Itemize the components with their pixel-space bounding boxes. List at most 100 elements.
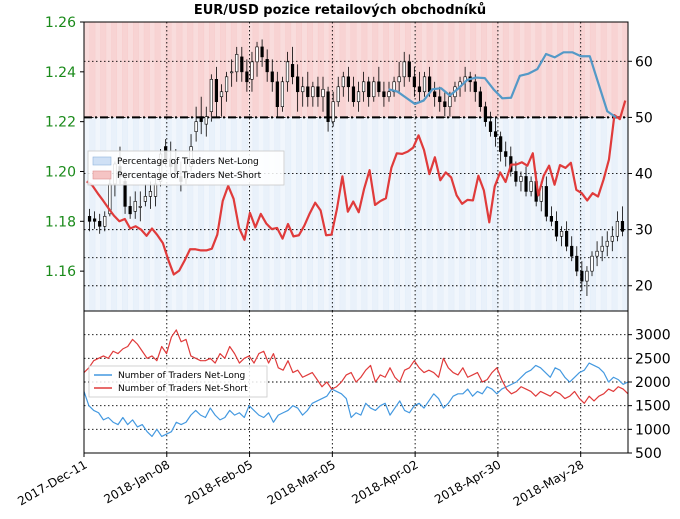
right-tick-label: 1500 bbox=[635, 399, 671, 415]
right-tick-label: 50 bbox=[635, 110, 653, 126]
short-fill-bar bbox=[334, 22, 341, 118]
candle-body bbox=[499, 136, 503, 152]
short-fill-bar bbox=[339, 22, 346, 118]
short-fill-bar bbox=[160, 22, 166, 118]
legend-label-short: Number of Traders Net-Short bbox=[118, 384, 248, 394]
left-tick-label: 1.16 bbox=[45, 264, 76, 280]
right-tick-label: 40 bbox=[635, 167, 653, 183]
short-fill-bar bbox=[105, 22, 112, 118]
legend-swatch-short bbox=[92, 170, 112, 180]
long-fill-bar bbox=[132, 117, 139, 312]
short-fill-bar bbox=[209, 22, 215, 118]
candle-body bbox=[245, 71, 249, 83]
long-fill-bar bbox=[519, 117, 526, 312]
legend-box bbox=[88, 365, 268, 398]
candle-body bbox=[138, 206, 142, 208]
long-fill-bar bbox=[448, 117, 455, 312]
short-fill-bar bbox=[111, 22, 118, 118]
candle-body bbox=[519, 176, 523, 182]
candle-body bbox=[336, 86, 340, 103]
candle-body bbox=[103, 216, 107, 227]
candle-body bbox=[412, 76, 416, 88]
long-fill-bar bbox=[160, 117, 166, 312]
short-fill-bar bbox=[448, 22, 455, 118]
legend-label-long: Percentage of Traders Net-Long bbox=[117, 157, 259, 167]
long-fill-bar bbox=[573, 117, 580, 312]
candle-body bbox=[204, 116, 208, 125]
short-fill-bar bbox=[258, 22, 264, 118]
short-fill-bar bbox=[192, 22, 199, 118]
candle-body bbox=[235, 54, 239, 73]
candle-body bbox=[321, 88, 325, 98]
candle-body bbox=[605, 240, 609, 247]
short-fill-bar bbox=[573, 22, 580, 118]
x-axis: 2017-Dec-11 2018-Jan-08 2018-Feb-05 2018-Ma… bbox=[15, 453, 586, 509]
long-fill-bar bbox=[154, 117, 161, 312]
candle-body bbox=[255, 46, 259, 63]
short-fill-bar bbox=[540, 22, 547, 118]
short-fill-bar bbox=[149, 22, 156, 118]
right-tick-label: 500 bbox=[635, 446, 662, 462]
short-fill-bar bbox=[394, 22, 400, 118]
right-tick-label: 2500 bbox=[635, 351, 671, 367]
candle-body bbox=[559, 230, 564, 237]
candle-body bbox=[575, 255, 579, 272]
candle-body bbox=[362, 81, 366, 93]
candle-body bbox=[148, 191, 153, 197]
candle-body bbox=[554, 221, 559, 237]
short-fill-bar bbox=[432, 22, 438, 118]
candle-body bbox=[285, 61, 290, 83]
long-fill-bar bbox=[606, 117, 613, 312]
candle-body bbox=[153, 183, 158, 197]
short-fill-bar bbox=[84, 22, 90, 118]
long-fill-bar bbox=[622, 117, 629, 312]
candle-body bbox=[600, 245, 604, 252]
long-fill-bar bbox=[100, 117, 107, 312]
long-fill-bar bbox=[192, 117, 199, 312]
candle-body bbox=[93, 218, 97, 222]
candle-body bbox=[585, 270, 589, 282]
short-fill-bar bbox=[116, 22, 123, 118]
short-fill-bar bbox=[279, 22, 286, 118]
short-fill-bar bbox=[165, 22, 172, 118]
long-fill-bar bbox=[328, 117, 335, 312]
x-tick-label: 2017-Dec-11 bbox=[15, 457, 89, 508]
long-fill-bar bbox=[562, 117, 569, 312]
candle-body bbox=[209, 79, 213, 112]
long-fill-bar bbox=[579, 117, 585, 312]
short-fill-bar bbox=[475, 22, 482, 118]
long-fill-bar bbox=[143, 117, 150, 312]
candle-body bbox=[316, 86, 320, 98]
candle-body bbox=[483, 106, 488, 122]
short-fill-bar bbox=[584, 22, 591, 118]
legend-swatch-long bbox=[92, 156, 112, 166]
candle-body bbox=[443, 101, 447, 108]
candle-body bbox=[549, 216, 554, 222]
long-fill-bar bbox=[481, 117, 487, 312]
long-fill-bar bbox=[350, 117, 357, 312]
long-fill-bar bbox=[492, 117, 498, 312]
long-fill-bar bbox=[595, 117, 602, 312]
long-fill-bar bbox=[426, 117, 433, 312]
short-fill-bar bbox=[399, 22, 406, 118]
short-fill-bar bbox=[247, 22, 254, 118]
x-tick-label: 2018-Apr-02 bbox=[349, 457, 420, 506]
candle-body bbox=[580, 270, 584, 282]
long-fill-bar bbox=[508, 117, 515, 312]
candle-body bbox=[265, 59, 269, 73]
short-fill-bar bbox=[317, 22, 324, 118]
x-tick-label: 2018-Feb-05 bbox=[182, 457, 255, 507]
candle-body bbox=[397, 76, 401, 83]
candle-body bbox=[402, 61, 406, 78]
short-fill-bar bbox=[486, 22, 493, 118]
long-fill-bar bbox=[377, 117, 384, 312]
short-fill-bar bbox=[437, 22, 444, 118]
short-fill-bar bbox=[100, 22, 107, 118]
short-fill-bar bbox=[470, 22, 477, 118]
candle-body bbox=[565, 230, 569, 247]
candle-body bbox=[351, 86, 356, 103]
long-fill-bar bbox=[584, 117, 591, 312]
long-fill-bar bbox=[296, 117, 302, 312]
long-fill-bar bbox=[285, 117, 292, 312]
